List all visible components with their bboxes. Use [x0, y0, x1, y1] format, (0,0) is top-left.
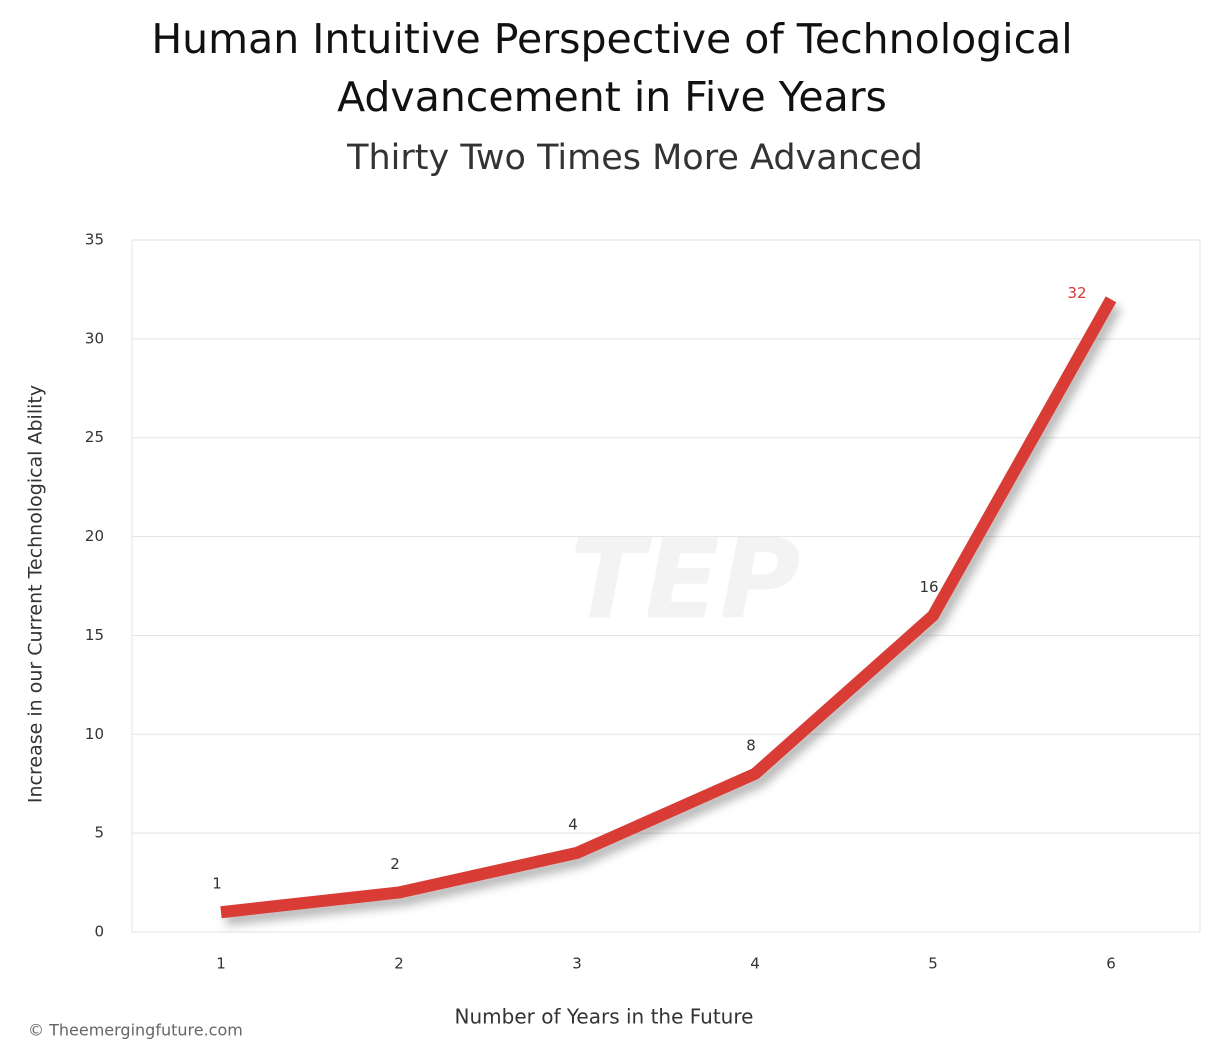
x-axis-label: Number of Years in the Future — [455, 1005, 754, 1029]
x-tick-label: 1 — [216, 955, 226, 973]
data-label: 16 — [919, 578, 938, 596]
x-tick-label: 4 — [750, 955, 760, 973]
data-label: 1 — [212, 875, 222, 893]
x-tick-label: 3 — [572, 955, 582, 973]
chart-title: Human Intuitive Perspective of Technolog… — [151, 15, 1073, 121]
y-tick-label: 20 — [85, 527, 104, 545]
y-tick-label: 0 — [94, 923, 104, 941]
y-tick-label: 25 — [85, 428, 104, 446]
x-tick-label: 2 — [394, 955, 404, 973]
data-label: 8 — [746, 736, 756, 754]
data-label: 32 — [1067, 284, 1086, 302]
x-tick-label: 5 — [928, 955, 938, 973]
line — [220, 296, 1117, 919]
y-tick-label: 35 — [85, 231, 104, 249]
y-tick-label: 5 — [94, 824, 104, 842]
data-label: 2 — [390, 855, 400, 873]
y-tick-label: 15 — [85, 626, 104, 644]
y-tick-label: 30 — [85, 329, 104, 347]
watermark: TEP — [570, 515, 801, 643]
y-tick-label: 10 — [85, 725, 104, 743]
x-tick-label: 6 — [1106, 955, 1116, 973]
chart-subtitle: Thirty Two Times More Advanced — [347, 138, 923, 178]
y-axis-label: Increase in our Current Technological Ab… — [25, 385, 47, 803]
source: © Theemergingfuture.com — [28, 1021, 243, 1040]
data-label: 4 — [568, 815, 578, 833]
